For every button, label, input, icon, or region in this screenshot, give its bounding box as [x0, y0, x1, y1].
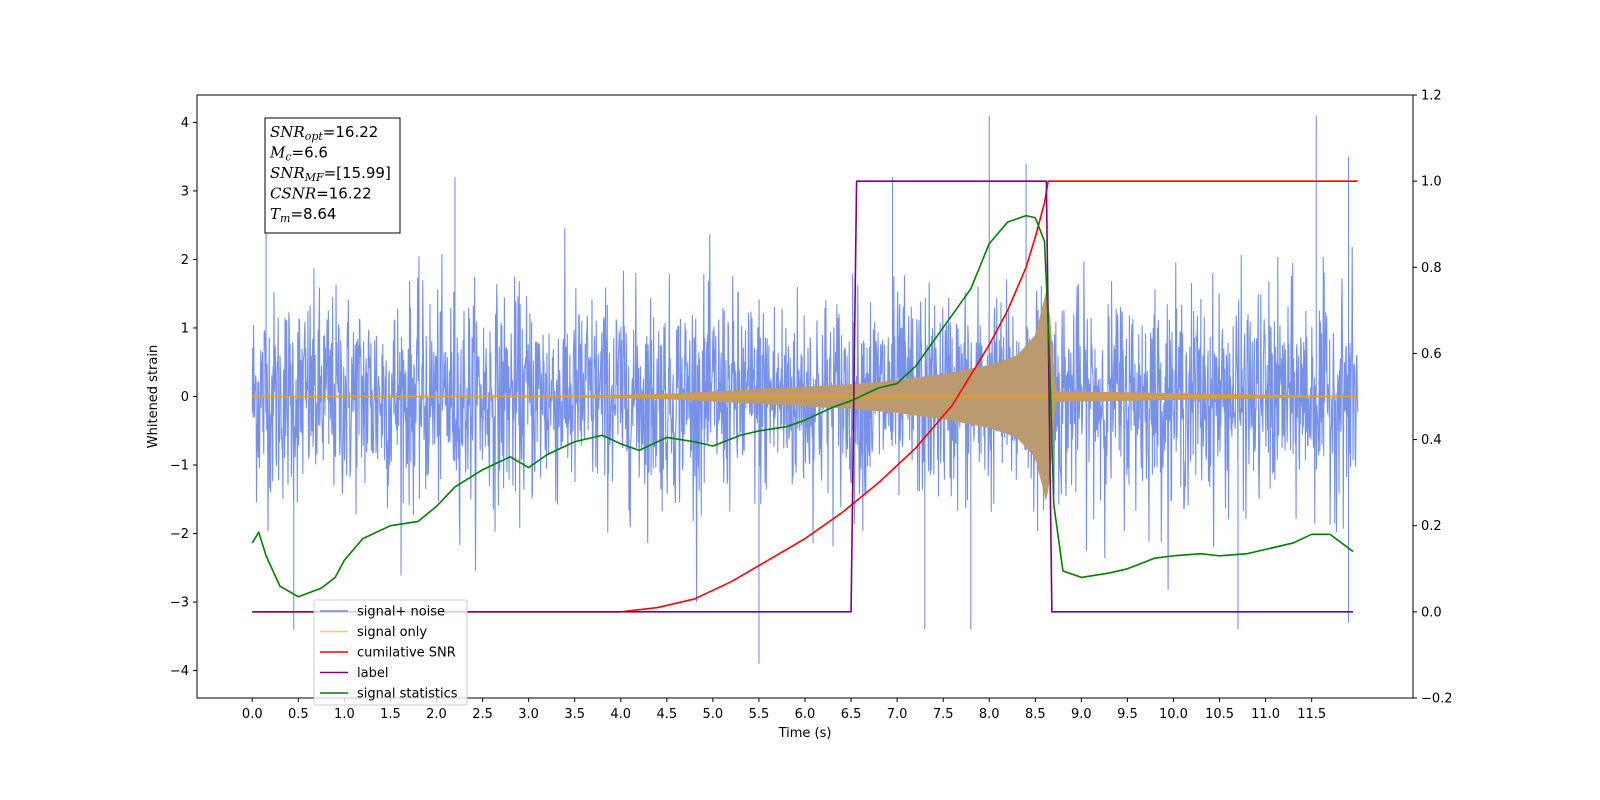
legend-entry: signal statistics [357, 687, 458, 702]
annotation-line: SNRMF=[15.99] [270, 164, 391, 184]
x-tick-label: 4.0 [610, 707, 631, 722]
x-axis-label: Time (s) [778, 726, 832, 741]
y-axis-label: Whitened strain [146, 345, 161, 448]
annotation-frame [264, 117, 401, 234]
x-tick-label: 1.5 [380, 707, 401, 722]
y-tick-label: −1 [170, 459, 189, 474]
y2-tick-label: 0.4 [1421, 433, 1442, 448]
x-tick-label: 10.5 [1205, 707, 1234, 722]
legend-frame [313, 599, 468, 706]
x-tick-label: 8.5 [1025, 707, 1046, 722]
x-tick-label: 3.5 [564, 707, 585, 722]
y2-tick-label: 1.2 [1421, 89, 1442, 104]
x-tick-label: 11.5 [1297, 707, 1326, 722]
x-axis: 0.0 0.5 1.0 1.5 2.0 2.5 3.0 3.5 4.0 4.5 5.0 5.5 6.0 6… [242, 698, 1326, 722]
legend-entry: signal only [357, 625, 427, 640]
x-tick-label: 2.0 [426, 707, 447, 722]
x-tick-label: 9.0 [1071, 707, 1092, 722]
y-tick-label: −2 [170, 527, 189, 542]
y2-tick-label: 0.8 [1421, 261, 1442, 276]
x-tick-label: 11.0 [1251, 707, 1280, 722]
y-tick-label: 4 [181, 116, 189, 131]
x-tick-label: 4.5 [656, 707, 677, 722]
legend-entry: signal+ noise [357, 605, 445, 620]
x-tick-label: 0.0 [242, 707, 263, 722]
x-tick-label: 2.5 [472, 707, 493, 722]
legend: signal+ noise signal only cumilative SNR la… [313, 599, 468, 706]
x-tick-label: 0.5 [288, 707, 309, 722]
x-tick-label: 8.0 [979, 707, 1000, 722]
y2-tick-label: 0.2 [1421, 519, 1442, 534]
y-tick-label: 1 [181, 321, 189, 336]
x-tick-label: 6.0 [795, 707, 816, 722]
x-tick-label: 7.0 [887, 707, 908, 722]
annotation-line: SNRopt=16.22 [270, 123, 378, 143]
annotation-line: Mc=6.6 [269, 144, 328, 164]
y2-tick-label: 1.0 [1421, 175, 1442, 190]
x-tick-label: 9.5 [1117, 707, 1138, 722]
y-tick-label: −4 [170, 664, 189, 679]
series-label [252, 180, 1354, 613]
y2-tick-label: −0.2 [1421, 692, 1453, 707]
series-cumulative-snr [252, 180, 1358, 613]
y-tick-label: 3 [181, 184, 189, 199]
legend-entry: cumilative SNR [357, 646, 456, 661]
annotation-line: CSNR=16.22 [270, 185, 372, 203]
y-tick-label: 0 [181, 390, 189, 405]
series-signal-statistics [251, 214, 1354, 598]
y-axis-left: −4 −3 −2 −1 0 1 2 3 4 [170, 116, 197, 679]
y2-tick-label: 0.6 [1421, 347, 1442, 362]
x-tick-label: 5.0 [703, 707, 724, 722]
y-tick-label: −3 [170, 596, 189, 611]
annotation-line: Tm=8.64 [270, 205, 336, 225]
x-tick-label: 6.5 [841, 707, 862, 722]
x-tick-label: 5.5 [749, 707, 770, 722]
x-tick-label: 10.0 [1159, 707, 1188, 722]
x-tick-label: 3.0 [518, 707, 539, 722]
y-tick-label: 2 [181, 253, 189, 268]
legend-entry: label [357, 666, 388, 681]
x-tick-label: 1.0 [334, 707, 355, 722]
annotation-box: SNRopt=16.22Mc=6.6SNRMF=[15.99]CSNR=16.2… [264, 117, 401, 234]
data-layer [251, 115, 1359, 664]
y2-tick-label: 0.0 [1421, 605, 1442, 620]
y-axis-right: −0.2 0.0 0.2 0.4 0.6 0.8 1.0 1.2 [1413, 89, 1453, 707]
x-tick-label: 7.5 [933, 707, 954, 722]
